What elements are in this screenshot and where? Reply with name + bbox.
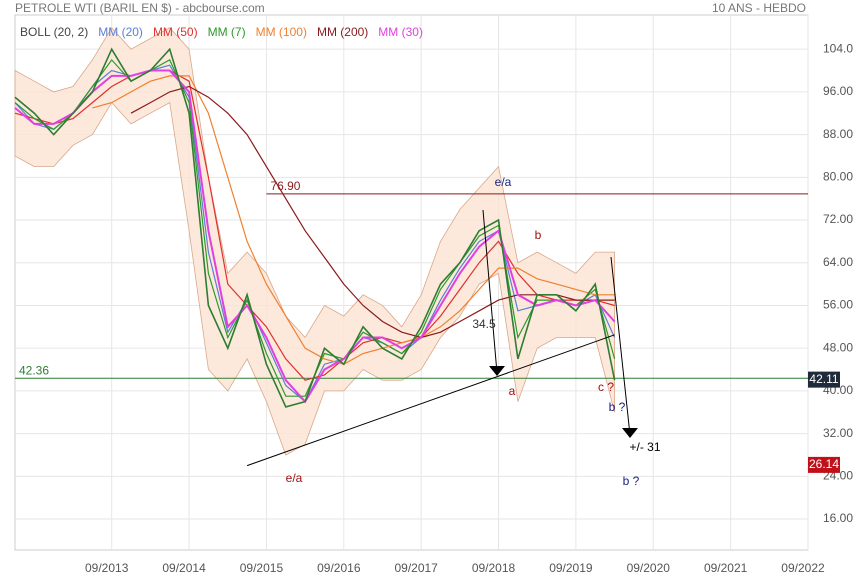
legend-entry: MM (7) [208, 25, 246, 39]
y-tick-label: 16.00 [823, 511, 853, 525]
y-tick-label: 72.00 [823, 212, 853, 226]
legend-entry: MM (200) [317, 25, 368, 39]
y-tick-label: 80.00 [823, 169, 853, 183]
y-tick-label: 64.00 [823, 255, 853, 269]
annotation: e/a [286, 471, 303, 485]
x-tick-label: 09/2022 [781, 561, 825, 575]
annotation: a [509, 384, 516, 398]
x-tick-label: 09/2015 [240, 561, 284, 575]
y-tick-label: 56.00 [823, 298, 853, 312]
x-tick-label: 09/2018 [472, 561, 516, 575]
x-tick-label: 09/2016 [317, 561, 361, 575]
annotation: c ? [598, 380, 614, 394]
annotation: b [535, 228, 542, 242]
legend-entry: MM (20) [98, 25, 143, 39]
level-label: 42.36 [19, 363, 49, 377]
y-tick-label: 48.00 [823, 340, 853, 354]
bollinger-band [14, 27, 615, 456]
annotation: b ? [623, 474, 640, 488]
moving-average [14, 64, 616, 403]
x-tick-label: 09/2014 [162, 561, 206, 575]
y-tick-label: 32.00 [823, 426, 853, 440]
arrow-head [489, 366, 505, 376]
price-tag-label: 42.11 [809, 372, 838, 386]
x-tick-label: 09/2013 [85, 561, 129, 575]
trend-line [246, 334, 615, 467]
arrow-line [482, 209, 498, 374]
arrow-line [610, 256, 631, 436]
legend-entry: MM (50) [153, 25, 198, 39]
annotation: +/- 31 [629, 440, 660, 454]
moving-average [130, 85, 615, 339]
y-tick-label: 88.00 [823, 127, 853, 141]
chart-subtitle: 10 ANS - HEBDO [712, 1, 806, 15]
x-tick-label: 09/2019 [549, 561, 593, 575]
chart-title: PETROLE WTI (BARIL EN $) - abcbourse.com [15, 1, 265, 15]
annotation: b ? [609, 400, 626, 414]
y-tick-label: 104.0 [823, 41, 853, 55]
legend-entry: MM (100) [256, 25, 307, 39]
level-label: 76.90 [270, 179, 300, 193]
price-tag-box [808, 456, 840, 473]
price-tag-box [808, 371, 840, 388]
y-tick-label: 96.00 [823, 84, 853, 98]
annotation: 34.5 [472, 317, 496, 331]
x-tick-label: 09/2017 [394, 561, 438, 575]
x-tick-label: 09/2020 [627, 561, 671, 575]
legend-entry: BOLL (20, 2) [20, 25, 88, 39]
annotation: e/a [495, 175, 512, 189]
price-line [14, 47, 616, 408]
legend-entry: MM (30) [378, 25, 423, 39]
moving-average [14, 69, 616, 404]
arrow-head [622, 428, 638, 438]
x-tick-label: 09/2021 [704, 561, 748, 575]
moving-average [92, 75, 615, 365]
price-tag-label: 26.14 [809, 457, 839, 471]
